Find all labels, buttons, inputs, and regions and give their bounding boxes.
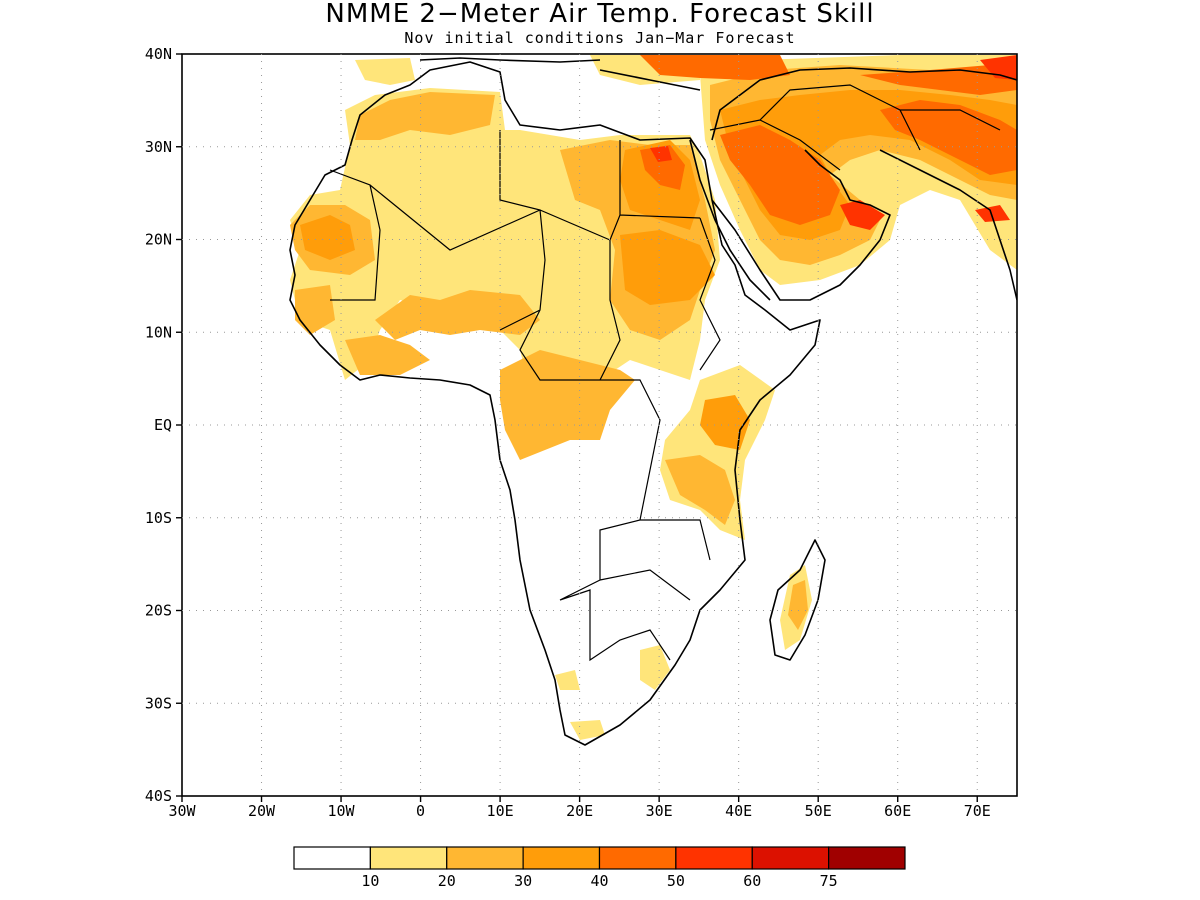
shade-ethiopia-30 (700, 395, 750, 450)
lon-tick-label: 20W (248, 802, 276, 820)
lat-tick-label: 20S (145, 602, 172, 620)
colorbar-swatch (369, 846, 448, 870)
colorbar-label: 20 (438, 872, 456, 890)
country-borders (329, 84, 1001, 662)
shade-madagascar-orange (788, 580, 808, 630)
colorbar: 10 20 30 40 50 60 75 (293, 846, 906, 890)
shade-morocco-yellow (355, 58, 415, 85)
colorbar-label: 10 (361, 872, 379, 890)
shade-sahel-orange (295, 285, 540, 340)
lon-tick-label: 30W (168, 802, 196, 820)
shade-arabia-40 (720, 65, 1017, 225)
red-sea (689, 139, 771, 301)
lat-tick-label: EQ (154, 416, 172, 434)
lat-tick-label: 40S (145, 787, 172, 805)
skill-shading (290, 55, 1017, 740)
lon-tick-label: 10W (328, 802, 356, 820)
lon-tick-label: 30E (646, 802, 673, 820)
colorbar-swatch (446, 846, 524, 870)
lon-tick-label: 70E (964, 802, 991, 820)
lon-tick-label: 20E (566, 802, 593, 820)
shade-south-africa-yellow (555, 645, 670, 740)
colorbar-label: 50 (667, 872, 685, 890)
shade-med-40 (640, 55, 790, 80)
lat-tick-label: 30S (145, 694, 172, 712)
map-subtitle: Nov initial conditions Jan−Mar Forecast (404, 29, 796, 47)
shade-sudan-30 (620, 230, 715, 305)
lat-tick-label: 40N (145, 45, 172, 63)
lon-tick-label: 40E (725, 802, 752, 820)
colorbar-swatch (828, 846, 906, 870)
med-coast (419, 57, 701, 91)
lon-tick-label: 60E (884, 802, 911, 820)
colorbar-label: 75 (820, 872, 838, 890)
colorbar-swatch (751, 846, 830, 870)
madagascar-coastline (769, 539, 826, 661)
lon-tick-label: 50E (805, 802, 832, 820)
gridlines (182, 54, 1017, 796)
shade-egypt-50 (650, 146, 672, 162)
shade-westsahara-30 (300, 215, 355, 260)
lat-tick-label: 10S (145, 509, 172, 527)
lat-tick-label: 20N (145, 231, 172, 249)
colorbar-swatch (598, 846, 677, 870)
colorbar-swatch (293, 846, 371, 870)
map-title: NMME 2−Meter Air Temp. Forecast Skill (325, 0, 875, 29)
lon-tick-label: 10E (487, 802, 514, 820)
africa-coastline (289, 61, 821, 746)
colorbar-label: 40 (590, 872, 608, 890)
colorbar-label: 30 (514, 872, 532, 890)
shade-egypt-40 (640, 145, 685, 190)
shade-gulfguinea-orange (345, 335, 430, 375)
arabia-coastline (711, 67, 1017, 301)
shade-maghreb-orange (355, 92, 495, 140)
lon-tick-label: 0 (416, 802, 425, 820)
colorbar-label: 60 (743, 872, 761, 890)
lat-tick-label: 30N (145, 138, 172, 156)
lat-tick-label: 10N (145, 323, 172, 341)
colorbar-swatch (522, 846, 601, 870)
shade-persia-50 (975, 55, 1017, 222)
colorbar-swatch (675, 846, 753, 870)
shade-gulf-50 (840, 200, 885, 230)
coastlines (289, 57, 1017, 746)
shade-eastafrica-orange (665, 455, 735, 525)
